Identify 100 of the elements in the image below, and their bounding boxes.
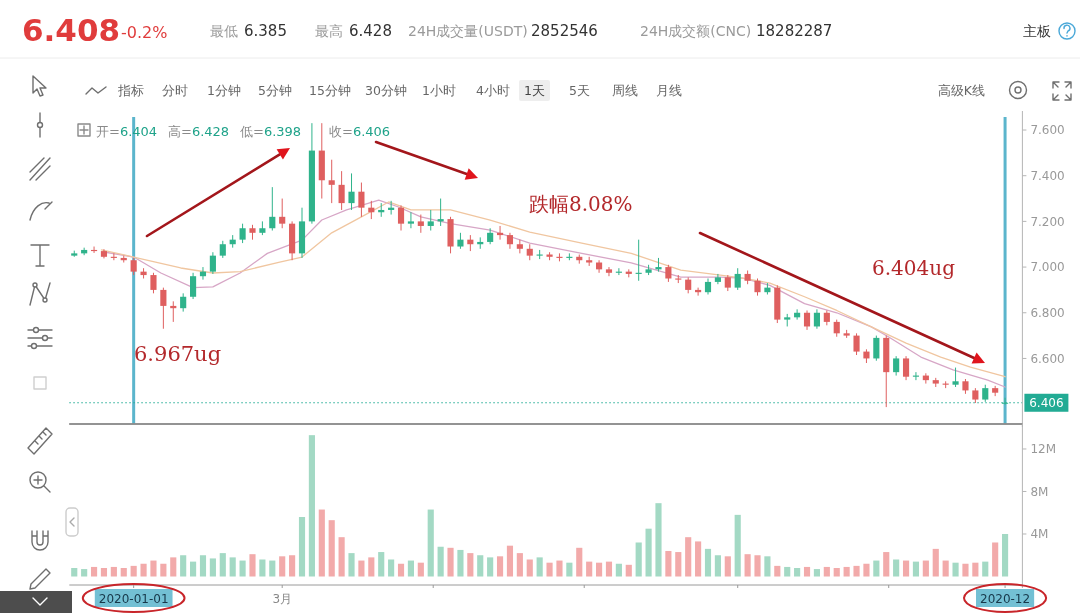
bar: [328, 520, 335, 577]
bar: [833, 568, 840, 577]
text: 24H成交量(USDT): [408, 23, 528, 39]
annotation: 跌幅8.08%: [529, 192, 633, 216]
bar: [249, 554, 256, 577]
text: 主板: [1023, 23, 1051, 39]
candlestick: [605, 266, 613, 277]
annotation: 低=6.398: [240, 124, 302, 139]
bar: [368, 557, 375, 577]
bar: [140, 563, 147, 577]
text: 18282287: [756, 22, 833, 40]
bar: [388, 559, 395, 577]
bar: [120, 568, 127, 577]
y-tick-label: 8M: [1030, 484, 1049, 499]
bar: [794, 568, 801, 577]
x-tick-label: 2020-01-01: [98, 591, 169, 606]
bar: [665, 550, 672, 577]
y-tick-label: 7.200: [1030, 214, 1065, 229]
bar: [962, 563, 969, 577]
annotation: 高=6.428: [168, 124, 230, 139]
text: 6.428: [349, 22, 392, 40]
y-tick-label: 12M: [1030, 442, 1057, 457]
candlestick: [893, 355, 900, 377]
bar: [318, 509, 325, 577]
candlestick: [417, 214, 424, 234]
candlestick: [269, 186, 276, 232]
x-tick-label: 3月: [272, 591, 293, 606]
text: 周线: [612, 83, 638, 98]
bar: [496, 556, 504, 577]
bar: [298, 516, 306, 577]
bar: [90, 566, 98, 577]
y-tick-label: 6.600: [1030, 351, 1065, 366]
bar: [704, 548, 712, 577]
candlestick: [873, 335, 880, 362]
bar: [190, 561, 197, 577]
bar: [130, 565, 137, 577]
text: 6.385: [244, 22, 287, 40]
bar: [239, 560, 246, 577]
bar: [81, 569, 88, 577]
candlestick: [190, 272, 197, 300]
candlestick: [150, 272, 157, 294]
y-tick-label: 4M: [1030, 527, 1049, 542]
text: 5分钟: [258, 83, 292, 98]
bar: [259, 559, 266, 577]
bar: [952, 562, 959, 577]
bar: [724, 556, 731, 577]
ref-line-label: 6.406: [1029, 396, 1064, 411]
bar: [110, 566, 117, 577]
y-tick-label: 7.000: [1030, 260, 1065, 275]
bar: [764, 556, 771, 577]
bar: [150, 560, 157, 577]
text: 指标: [117, 83, 144, 98]
bar: [853, 565, 860, 577]
bar: [378, 552, 385, 577]
text: 最低: [210, 23, 238, 39]
bar: [160, 563, 167, 577]
bar: [625, 564, 632, 577]
candlestick: [407, 211, 414, 229]
bar: [972, 562, 979, 577]
bar: [397, 563, 405, 577]
bar: [912, 561, 920, 577]
text: 5天: [569, 83, 590, 98]
bar: [714, 555, 721, 577]
bar: [586, 561, 593, 577]
bar: [71, 568, 78, 577]
candlestick: [348, 172, 355, 211]
bar: [100, 568, 108, 577]
bar: [992, 542, 999, 577]
bar: [596, 562, 603, 577]
bar: [348, 553, 355, 577]
bar: [506, 545, 514, 577]
bar: [516, 553, 523, 577]
text: 2852546: [531, 22, 598, 40]
bar: [417, 562, 424, 577]
candlestick: [952, 367, 959, 388]
bar: [754, 555, 761, 577]
annotation: 6.967ug: [134, 342, 222, 366]
bar: [635, 542, 642, 577]
bar: [893, 559, 900, 577]
candlestick: [853, 332, 860, 356]
candlestick: [239, 223, 246, 244]
annotation: 6.404ug: [872, 256, 956, 280]
bar: [576, 547, 583, 577]
bar: [605, 561, 613, 577]
bar: [813, 569, 820, 577]
bar: [487, 557, 494, 577]
bar: [358, 560, 365, 577]
bar: [308, 435, 315, 577]
bar: [784, 566, 791, 577]
bar: [219, 553, 226, 577]
bar: [209, 558, 216, 577]
text: 最高: [315, 23, 343, 39]
bar: [170, 557, 177, 577]
bar: [823, 566, 830, 577]
bar: [457, 549, 464, 577]
x-tick-label: 2020-12: [980, 591, 1031, 606]
bar: [843, 566, 850, 577]
bar: [180, 555, 187, 577]
bar: [477, 555, 484, 577]
bar: [427, 509, 434, 577]
